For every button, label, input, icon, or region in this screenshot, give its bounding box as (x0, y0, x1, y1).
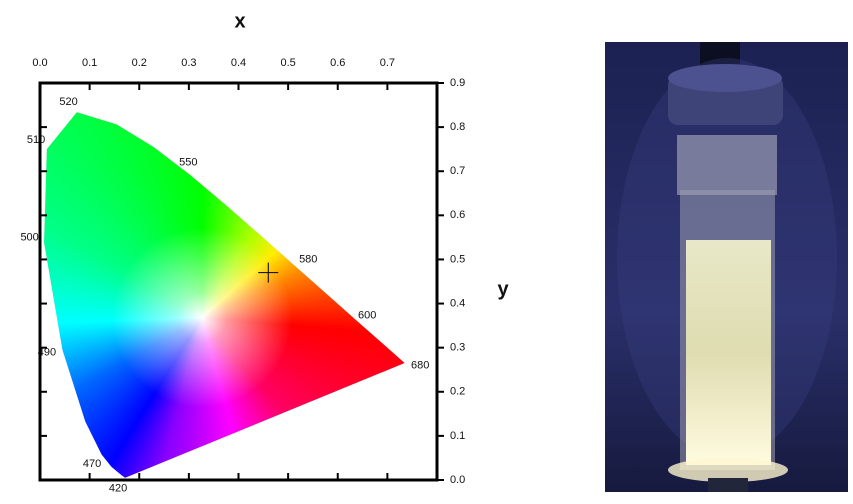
plot: 420 470 490 500 510 520 550 580 600 680 0.0 0.1 0.2 0… (20, 57, 465, 495)
y-axis-title: y (497, 278, 509, 300)
y-tick-label: 0.1 (450, 430, 465, 442)
x-tick-label: 0.2 (132, 57, 147, 69)
wavelength-label: 550 (179, 157, 197, 169)
y-tick-label: 0.3 (450, 342, 465, 354)
cuvette-cap-base (677, 135, 777, 195)
y-tick-label: 0.0 (450, 474, 465, 486)
cuvette-holder (708, 478, 748, 492)
x-tick-label: 0.4 (231, 57, 246, 69)
photo (605, 42, 848, 492)
wavelength-label: 580 (299, 253, 317, 265)
cuvette-liquid (686, 240, 771, 465)
wavelength-label: 420 (109, 482, 127, 494)
wavelength-label: 680 (411, 360, 429, 372)
x-tick-label: 0.7 (380, 57, 395, 69)
gamut-gradient (44, 112, 405, 478)
chromaticity-point (258, 262, 279, 283)
x-tick-label: 0.3 (181, 57, 196, 69)
x-axis-title: x (234, 10, 245, 32)
y-tick-label: 0.8 (450, 121, 465, 133)
wavelength-label: 510 (27, 134, 45, 146)
y-tick-label: 0.9 (450, 77, 465, 89)
wavelength-label: 520 (59, 96, 77, 108)
y-tick-label: 0.7 (450, 165, 465, 177)
color-gamut-fill (44, 112, 405, 478)
x-tick-label: 0.6 (330, 57, 345, 69)
wavelength-label: 470 (83, 458, 101, 470)
x-tick-label: 0.5 (280, 57, 295, 69)
x-tick-label: 0.0 (32, 57, 47, 69)
cuvette-cap-top (668, 64, 782, 92)
x-tick-label: 0.1 (82, 57, 97, 69)
cuvette-base-glow (668, 458, 788, 482)
y-tick-label: 0.4 (450, 297, 465, 309)
wavelength-label: 490 (38, 346, 56, 358)
y-tick-label: 0.2 (450, 386, 465, 398)
y-tick-label: 0.6 (450, 209, 465, 221)
wavelength-label: 600 (358, 309, 376, 321)
wavelength-label: 500 (20, 231, 38, 243)
spectral-locus (43, 111, 406, 479)
y-tick-label: 0.5 (450, 253, 465, 265)
